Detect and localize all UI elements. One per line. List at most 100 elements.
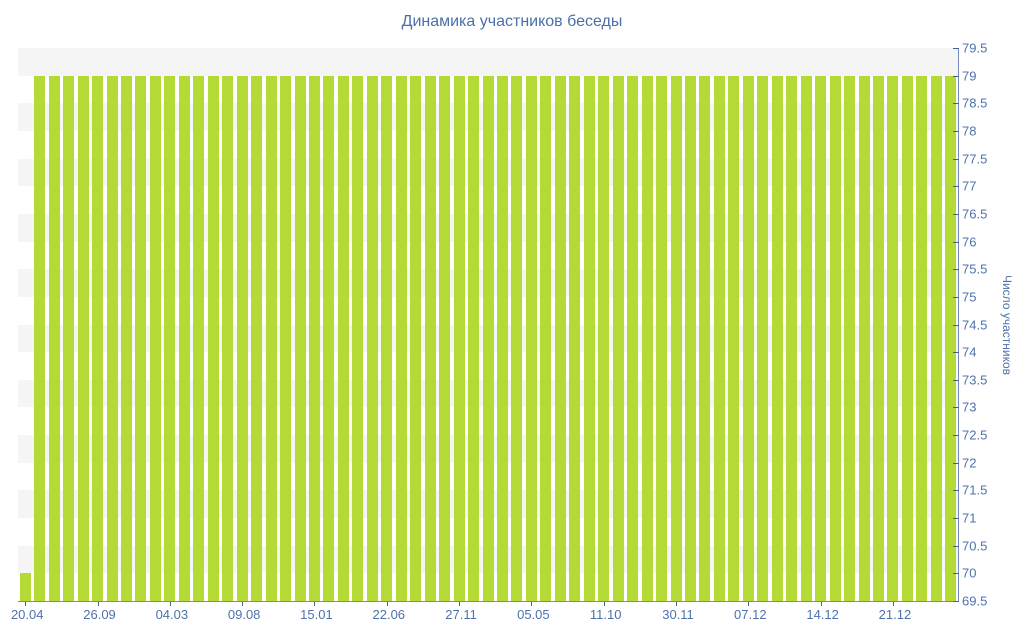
bar[interactable] <box>496 75 508 601</box>
bar[interactable] <box>280 75 292 601</box>
bar[interactable] <box>844 75 856 601</box>
bar[interactable] <box>251 75 263 601</box>
bar[interactable] <box>569 75 581 601</box>
chart-title: Динамика участников беседы <box>401 13 623 30</box>
x-tick-mark <box>459 602 461 606</box>
bar[interactable] <box>294 75 306 601</box>
bar[interactable] <box>540 75 552 601</box>
y-tick-mark <box>953 352 959 354</box>
x-tick-label: 05.05 <box>517 607 550 622</box>
x-tick-mark <box>531 602 533 606</box>
bar[interactable] <box>323 75 335 601</box>
bar[interactable] <box>92 75 104 601</box>
y-tick-mark <box>953 518 959 520</box>
y-tick-label: 70.5 <box>962 538 988 554</box>
bar[interactable] <box>395 75 407 601</box>
y-tick-label: 77.5 <box>962 151 988 167</box>
x-tick-label: 07.12 <box>734 607 767 622</box>
bar[interactable] <box>757 75 769 601</box>
bar[interactable] <box>48 75 60 601</box>
bar[interactable] <box>453 75 465 601</box>
bar[interactable] <box>728 75 740 601</box>
bar[interactable] <box>930 75 942 601</box>
bar[interactable] <box>120 75 132 601</box>
bar[interactable] <box>771 75 783 601</box>
bar[interactable] <box>366 75 378 601</box>
bar[interactable] <box>670 75 682 601</box>
bar[interactable] <box>178 75 190 601</box>
bar[interactable] <box>164 75 176 601</box>
bar[interactable] <box>135 75 147 601</box>
bar[interactable] <box>916 75 928 601</box>
y-tick-label: 76.5 <box>962 206 988 222</box>
y-tick-mark <box>953 435 959 437</box>
bar[interactable] <box>352 75 364 601</box>
bar[interactable] <box>800 75 812 601</box>
bar[interactable] <box>684 75 696 601</box>
x-tick-label: 11.10 <box>589 607 622 622</box>
bar[interactable] <box>815 75 827 601</box>
y-tick-label: 78.5 <box>962 95 988 111</box>
bar[interactable] <box>583 75 595 601</box>
y-tick-label: 75.5 <box>962 261 988 277</box>
y-tick-mark <box>953 296 959 298</box>
bar[interactable] <box>656 75 668 601</box>
y-tick-label: 79.5 <box>962 40 988 56</box>
bar[interactable] <box>641 75 653 601</box>
y-axis-name: Число участников <box>1000 274 1014 375</box>
y-tick-label: 74.5 <box>962 317 988 332</box>
bar[interactable] <box>525 75 537 601</box>
bar[interactable] <box>612 75 624 601</box>
x-tick-mark <box>242 602 244 606</box>
bar[interactable] <box>207 75 219 601</box>
bar[interactable] <box>829 75 841 601</box>
y-tick-mark <box>953 186 959 188</box>
bar[interactable] <box>945 75 957 601</box>
bar[interactable] <box>236 75 248 601</box>
bar[interactable] <box>786 75 798 601</box>
y-tick-mark <box>953 573 959 575</box>
bar[interactable] <box>742 75 754 601</box>
bar[interactable] <box>34 75 46 601</box>
x-tick-mark <box>676 602 677 606</box>
bar[interactable] <box>149 75 161 601</box>
bar[interactable] <box>265 75 277 601</box>
bar[interactable] <box>337 75 349 601</box>
bar[interactable] <box>554 75 566 601</box>
bar[interactable] <box>308 75 320 601</box>
y-tick-mark <box>953 462 959 464</box>
bar[interactable] <box>713 75 725 601</box>
bar[interactable] <box>193 75 205 601</box>
bar[interactable] <box>19 573 31 601</box>
y-tick-label: 72 <box>962 455 977 471</box>
bar[interactable] <box>439 75 451 601</box>
x-tick-label: 22.06 <box>372 607 406 622</box>
bar[interactable] <box>77 75 89 601</box>
bar[interactable] <box>424 75 436 601</box>
bar[interactable] <box>511 75 523 601</box>
x-tick-mark <box>25 602 27 606</box>
bar[interactable] <box>63 75 75 601</box>
bar[interactable] <box>410 75 422 601</box>
bar[interactable] <box>901 75 913 601</box>
y-tick-label: 75 <box>962 289 977 305</box>
bar[interactable] <box>627 75 639 601</box>
y-tick-mark <box>953 48 959 49</box>
y-tick-label: 72.5 <box>962 427 988 443</box>
y-tick-label: 79 <box>962 68 977 84</box>
bar[interactable] <box>872 75 884 601</box>
bar[interactable] <box>887 75 899 601</box>
bar[interactable] <box>222 75 234 601</box>
bar[interactable] <box>468 75 480 601</box>
bar[interactable] <box>858 75 870 601</box>
y-tick-label: 70 <box>962 565 977 581</box>
bar[interactable] <box>598 75 610 601</box>
bar[interactable] <box>699 75 711 601</box>
bar[interactable] <box>381 75 393 601</box>
y-tick-label: 76 <box>962 234 977 250</box>
bar[interactable] <box>482 75 494 601</box>
x-tick-mark <box>892 602 894 606</box>
bar[interactable] <box>106 75 118 601</box>
y-tick-label: 78 <box>962 123 977 139</box>
